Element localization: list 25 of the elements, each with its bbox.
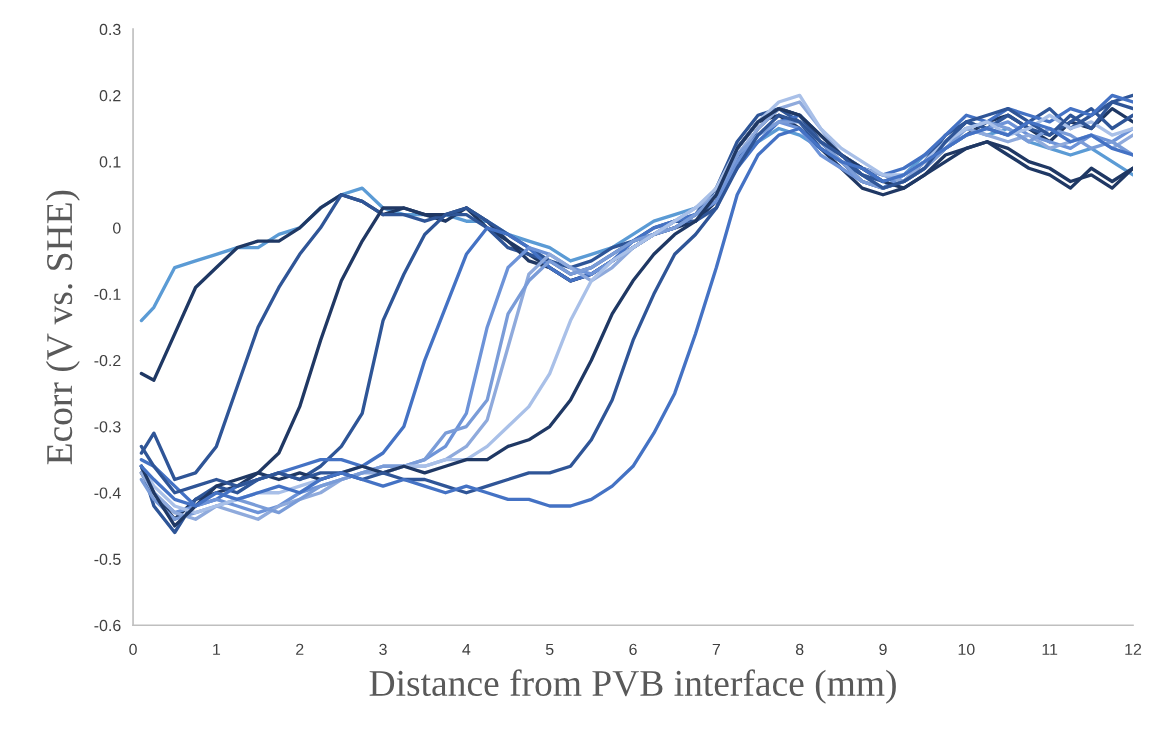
y-tick-label: -0.2	[94, 354, 121, 367]
x-tick-label: 10	[958, 643, 975, 656]
y-tick-label: 0	[112, 222, 121, 234]
x-tick-label: 12	[1125, 643, 1142, 655]
y-tick-label: 0.2	[99, 90, 121, 102]
x-tick-label: 11	[1042, 643, 1058, 655]
y-tick-label: -0.6	[94, 619, 121, 632]
y-tick-label: 0.3	[99, 23, 121, 36]
x-tick-label: 4	[462, 643, 471, 655]
x-tick-label: 7	[712, 643, 720, 655]
y-tick-label: -0.3	[94, 421, 121, 433]
x-axis-title: Distance from PVB interface (mm)	[369, 669, 896, 704]
x-tick-label: 0	[129, 643, 137, 656]
x-tick-label: 2	[296, 643, 304, 655]
x-tick-label: 8	[795, 643, 804, 656]
y-tick-label: -0.1	[94, 288, 121, 301]
x-tick-label: 3	[379, 643, 387, 656]
x-tick-label: 9	[879, 643, 887, 656]
y-tick-label: -0.4	[94, 487, 121, 499]
y-tick-label: 0.1	[99, 156, 121, 168]
x-tick-label: 5	[545, 643, 554, 656]
y-axis-title: Ecorr (V vs. SHE)	[45, 190, 80, 465]
x-tick-label: 6	[629, 643, 637, 656]
x-tick-label: 1	[213, 643, 221, 655]
y-tick-label: -0.5	[94, 553, 121, 565]
